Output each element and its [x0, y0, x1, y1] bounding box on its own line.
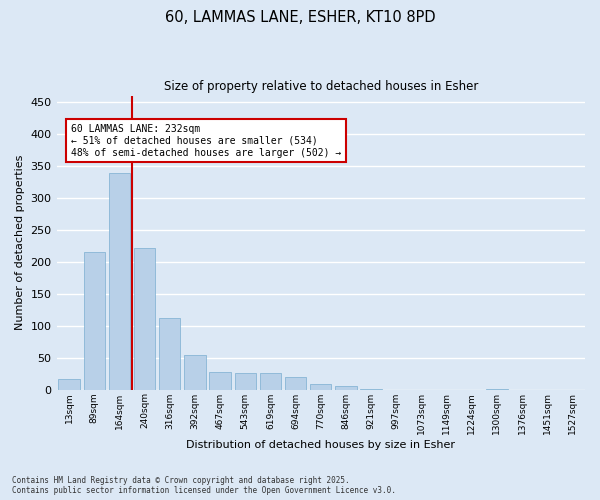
Text: 60 LAMMAS LANE: 232sqm
← 51% of detached houses are smaller (534)
48% of semi-de: 60 LAMMAS LANE: 232sqm ← 51% of detached…	[71, 124, 341, 158]
Bar	[134, 248, 155, 390]
Bar	[159, 318, 181, 390]
Bar	[310, 384, 331, 390]
Y-axis label: Number of detached properties: Number of detached properties	[15, 155, 25, 330]
Bar	[58, 378, 80, 390]
Bar	[335, 386, 356, 390]
Text: 60, LAMMAS LANE, ESHER, KT10 8PD: 60, LAMMAS LANE, ESHER, KT10 8PD	[164, 10, 436, 25]
Bar	[361, 389, 382, 390]
Bar	[235, 373, 256, 390]
Bar	[83, 252, 105, 390]
Bar	[109, 173, 130, 390]
Title: Size of property relative to detached houses in Esher: Size of property relative to detached ho…	[164, 80, 478, 93]
Bar	[184, 355, 206, 390]
Bar	[486, 389, 508, 390]
Bar	[209, 372, 231, 390]
X-axis label: Distribution of detached houses by size in Esher: Distribution of detached houses by size …	[186, 440, 455, 450]
Text: Contains HM Land Registry data © Crown copyright and database right 2025.
Contai: Contains HM Land Registry data © Crown c…	[12, 476, 396, 495]
Bar	[285, 378, 307, 390]
Bar	[260, 373, 281, 390]
